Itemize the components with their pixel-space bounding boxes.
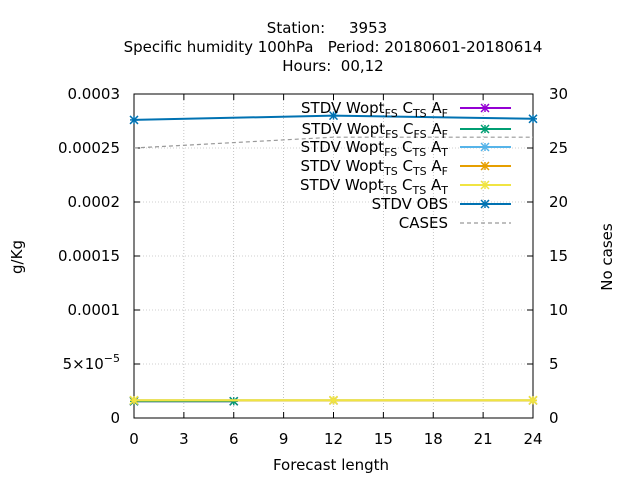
- series: [129, 111, 538, 406]
- series-point: [480, 180, 490, 190]
- x-tick-label: 12: [324, 430, 343, 448]
- y-tick-label: 0.00025: [58, 139, 120, 157]
- y2-tick-label: 30: [549, 85, 568, 103]
- legend-entry: STDV OBS: [372, 195, 511, 213]
- chart-title-line-2: Specific humidity 100hPa Period: 2018060…: [124, 38, 543, 56]
- series-line-6: [133, 136, 533, 149]
- legend-entry: STDV WoptFS CTS AF: [301, 99, 511, 120]
- x-tick-label: 24: [523, 430, 542, 448]
- legend-label: STDV WoptFS CTS AF: [301, 99, 448, 120]
- series-point: [480, 161, 490, 171]
- y-tick-label: 0.00015: [58, 247, 120, 265]
- y-tick-label: 0: [110, 409, 120, 427]
- legend-entry: CASES: [399, 214, 511, 232]
- chart-title-line-3: Hours: 00,12: [282, 57, 383, 75]
- series-point: [480, 199, 490, 209]
- legend-label: STDV WoptTS CTS AF: [300, 157, 448, 178]
- x-tick-label: 6: [229, 430, 239, 448]
- legend-entry: STDV WoptFS CTS AT: [301, 138, 511, 159]
- legend-label: STDV WoptTS CTS AT: [300, 176, 448, 197]
- series-point: [328, 111, 339, 121]
- series-point: [480, 142, 490, 152]
- y2-tick-label: 15: [549, 247, 568, 265]
- y2-tick-label: 20: [549, 193, 568, 211]
- chart-title-line-1: Station: 3953: [267, 19, 387, 37]
- y2-tick-label: 10: [549, 301, 568, 319]
- series-point: [480, 124, 490, 134]
- x-tick-label: 18: [424, 430, 443, 448]
- legend-label: STDV WoptFS CTS AT: [301, 138, 449, 159]
- legend-entry: STDV WoptFS CFS AF: [302, 120, 511, 141]
- x-tick-label: 9: [279, 430, 289, 448]
- legend-label: STDV WoptFS CFS AF: [302, 120, 448, 141]
- y2-tick-label: 5: [549, 355, 559, 373]
- y2-tick-label: 0: [549, 409, 559, 427]
- x-tick-label: 15: [374, 430, 393, 448]
- y-tick-label: 0.0003: [68, 85, 121, 103]
- y2-tick-label: 25: [549, 139, 568, 157]
- x-tick-label: 21: [474, 430, 493, 448]
- y-tick-label: 0.0002: [68, 193, 121, 211]
- x-tick-label: 0: [129, 430, 139, 448]
- x-axis-label: Forecast length: [273, 456, 389, 474]
- series-point: [528, 114, 538, 124]
- y-tick-label: 5×10−5: [63, 352, 120, 373]
- series-point: [129, 115, 139, 125]
- y-axis-label: g/Kg: [8, 240, 26, 274]
- y-tick-label: 0.0001: [68, 301, 121, 319]
- series-point: [328, 395, 339, 405]
- axes: 0 3 6 9 12 15 18 21 24 0 5×10−5 0.0001 0.00015 0.0002…: [58, 85, 568, 448]
- legend-entry: STDV WoptTS CTS AF: [300, 157, 511, 178]
- legend-label: STDV OBS: [372, 195, 448, 213]
- legend-label: CASES: [399, 214, 448, 232]
- legend-entry: STDV WoptTS CTS AT: [300, 176, 511, 197]
- series-point: [129, 395, 139, 405]
- series-point: [480, 103, 490, 113]
- x-tick-label: 3: [179, 430, 189, 448]
- y2-axis-label: No cases: [598, 223, 616, 291]
- series-point: [528, 395, 538, 405]
